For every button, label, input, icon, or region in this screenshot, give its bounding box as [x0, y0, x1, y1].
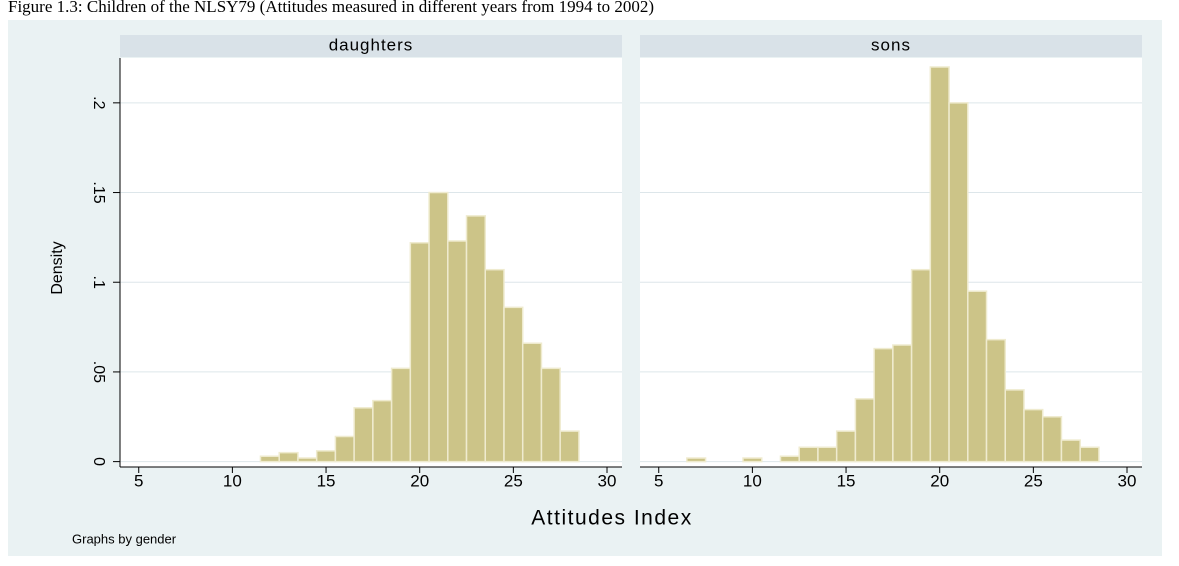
- bar: [428, 191, 449, 463]
- x-tick-label: 25: [504, 471, 523, 490]
- bar: [353, 407, 374, 463]
- x-tick-label: 20: [930, 471, 949, 490]
- bar: [798, 446, 819, 463]
- panel-title: daughters: [329, 35, 414, 54]
- x-tick-label: 10: [743, 471, 762, 490]
- bar: [278, 451, 299, 463]
- bar: [1023, 408, 1044, 463]
- bar: [334, 435, 355, 463]
- bar: [742, 457, 763, 463]
- x-axis-title: Attitudes Index: [531, 507, 692, 530]
- panel-title: sons: [871, 35, 911, 54]
- bar: [835, 430, 857, 463]
- bar: [503, 306, 524, 463]
- x-tick-label: 15: [837, 471, 856, 490]
- bar: [948, 102, 969, 463]
- bar: [259, 455, 280, 463]
- x-tick-label: 5: [134, 471, 143, 490]
- bar: [1079, 446, 1100, 463]
- bar: [465, 215, 487, 463]
- bar: [390, 367, 412, 463]
- bar: [1004, 389, 1025, 463]
- note: Graphs by gender: [72, 531, 177, 546]
- x-tick-label: 20: [410, 471, 429, 490]
- bar: [985, 338, 1007, 463]
- bar: [484, 268, 505, 463]
- y-tick-label: .1: [90, 276, 107, 289]
- y-tick-label: 0: [90, 457, 107, 466]
- x-tick-label: 5: [654, 471, 663, 490]
- bar: [892, 344, 913, 463]
- bar: [372, 399, 393, 463]
- bar: [967, 290, 988, 463]
- bar: [854, 398, 875, 463]
- x-tick-label: 30: [598, 471, 617, 490]
- bar: [297, 457, 318, 463]
- bar: [540, 367, 561, 463]
- figure-caption: Figure 1.3: Children of the NLSY79 (Atti…: [8, 0, 654, 16]
- y-axis-title: Density: [49, 241, 66, 294]
- bar: [910, 268, 932, 463]
- bar: [1060, 439, 1081, 463]
- y-tick-label: .2: [90, 96, 107, 109]
- bar: [929, 66, 950, 463]
- bar: [447, 240, 468, 463]
- bar: [315, 450, 337, 463]
- panel-strip: [120, 35, 622, 57]
- y-tick-label: .15: [90, 181, 107, 203]
- x-tick-label: 25: [1024, 471, 1043, 490]
- y-tick-label: .05: [90, 361, 107, 383]
- x-tick-label: 30: [1118, 471, 1137, 490]
- bar: [409, 242, 430, 463]
- panel-strip: [640, 35, 1142, 57]
- bar: [686, 457, 707, 463]
- bar: [817, 446, 838, 463]
- x-tick-label: 15: [317, 471, 336, 490]
- bar: [873, 347, 894, 463]
- bar: [1041, 416, 1063, 463]
- bar: [521, 342, 543, 463]
- bar: [779, 455, 800, 463]
- bar: [559, 430, 580, 463]
- x-tick-label: 10: [223, 471, 242, 490]
